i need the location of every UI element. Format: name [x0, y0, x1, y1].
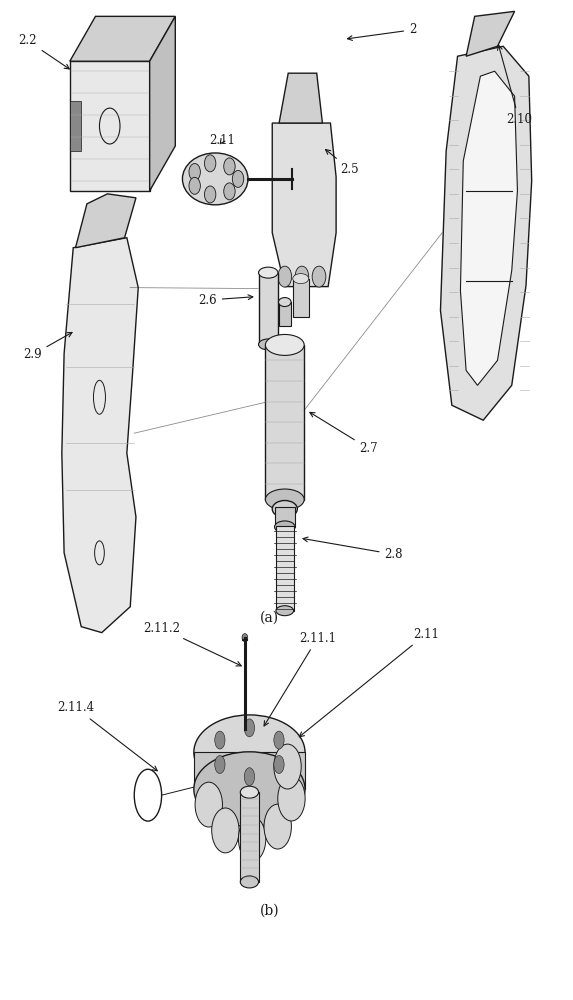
Ellipse shape: [258, 339, 278, 350]
Bar: [276, 526, 293, 611]
Bar: [265, 345, 304, 500]
Ellipse shape: [272, 500, 297, 517]
Ellipse shape: [265, 489, 304, 510]
Text: 2.11: 2.11: [299, 628, 439, 737]
Bar: [240, 792, 258, 882]
Circle shape: [215, 756, 225, 773]
Ellipse shape: [189, 177, 201, 194]
Text: 2.11: 2.11: [210, 134, 236, 147]
Circle shape: [274, 731, 284, 749]
Ellipse shape: [274, 744, 301, 789]
Bar: [293, 279, 309, 317]
Ellipse shape: [232, 170, 244, 187]
Text: 2.2: 2.2: [18, 34, 69, 69]
Ellipse shape: [265, 334, 304, 355]
Ellipse shape: [264, 804, 292, 849]
Polygon shape: [194, 752, 305, 789]
Ellipse shape: [189, 163, 201, 180]
Text: (b): (b): [260, 904, 279, 918]
Ellipse shape: [195, 782, 222, 827]
Polygon shape: [272, 123, 336, 287]
Text: 2: 2: [347, 23, 417, 40]
Ellipse shape: [278, 266, 292, 287]
Text: 2.10: 2.10: [497, 45, 532, 126]
Bar: [278, 302, 291, 326]
Ellipse shape: [295, 266, 309, 287]
Ellipse shape: [240, 786, 258, 798]
Ellipse shape: [182, 153, 248, 205]
Ellipse shape: [238, 817, 266, 861]
Ellipse shape: [211, 808, 239, 853]
Text: 2.8: 2.8: [303, 537, 403, 561]
Polygon shape: [279, 73, 323, 123]
Circle shape: [244, 719, 254, 737]
Text: 2.5: 2.5: [325, 150, 359, 176]
Ellipse shape: [293, 274, 309, 284]
Polygon shape: [441, 46, 532, 420]
Polygon shape: [62, 238, 138, 633]
Text: 2.11.2: 2.11.2: [143, 622, 241, 666]
Circle shape: [244, 768, 254, 786]
Polygon shape: [70, 61, 150, 191]
Ellipse shape: [205, 186, 216, 203]
Ellipse shape: [240, 876, 258, 888]
Polygon shape: [70, 16, 175, 61]
Text: 2.9: 2.9: [23, 332, 72, 361]
Ellipse shape: [194, 715, 305, 790]
Polygon shape: [466, 11, 515, 56]
Text: 2.7: 2.7: [310, 412, 378, 455]
Polygon shape: [70, 101, 81, 151]
Ellipse shape: [276, 606, 293, 616]
Circle shape: [274, 756, 284, 773]
Ellipse shape: [274, 521, 295, 533]
Text: 2.11.1: 2.11.1: [264, 632, 336, 726]
Bar: [274, 507, 295, 527]
Circle shape: [215, 731, 225, 749]
Ellipse shape: [223, 183, 235, 200]
Text: (a): (a): [260, 611, 279, 625]
Ellipse shape: [242, 634, 248, 642]
Polygon shape: [461, 71, 517, 385]
Ellipse shape: [278, 776, 305, 821]
Ellipse shape: [278, 298, 291, 307]
Bar: [258, 273, 278, 344]
Ellipse shape: [194, 752, 305, 827]
Ellipse shape: [205, 155, 216, 172]
Text: 2.6: 2.6: [198, 294, 253, 307]
Ellipse shape: [312, 266, 326, 287]
Polygon shape: [150, 16, 175, 191]
Polygon shape: [76, 194, 136, 248]
Text: 2.11.4: 2.11.4: [57, 701, 158, 771]
Ellipse shape: [223, 158, 235, 175]
Ellipse shape: [258, 267, 278, 278]
